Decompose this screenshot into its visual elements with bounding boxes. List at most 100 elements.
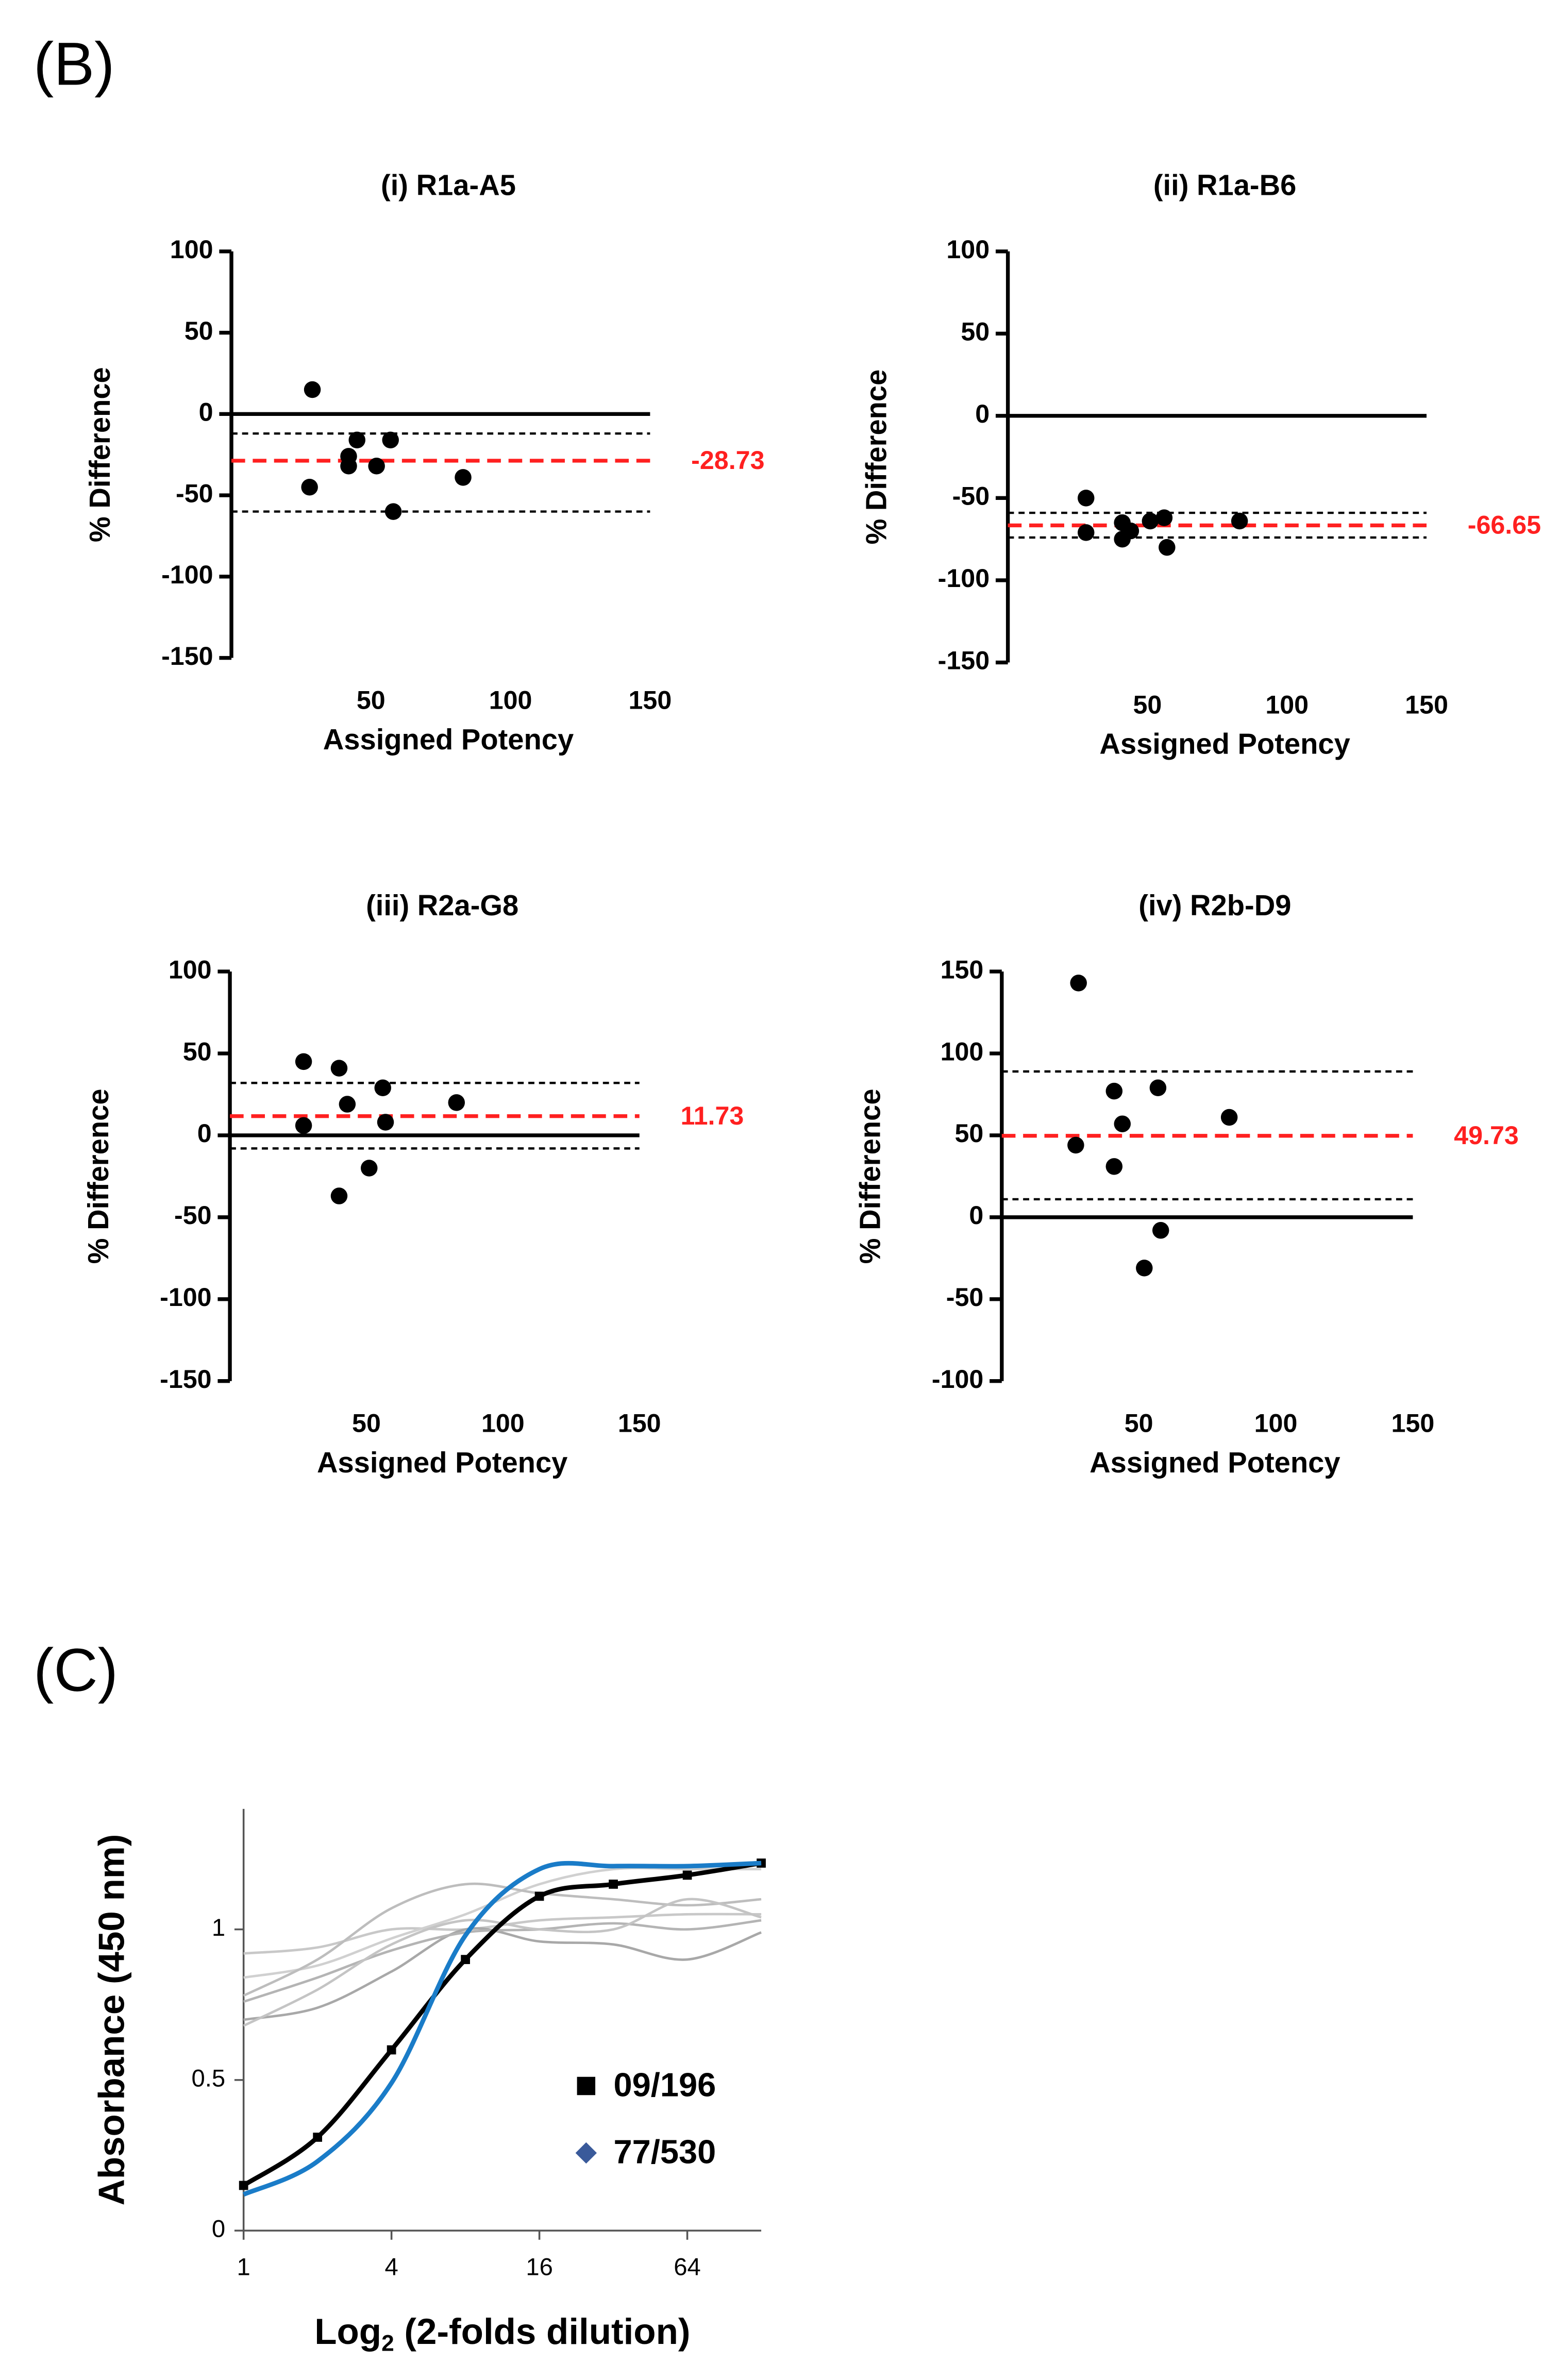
data-point xyxy=(1070,975,1087,992)
data-point xyxy=(448,1094,465,1111)
data-point xyxy=(301,479,318,496)
x-axis-label: Log2 (2-folds dilution) xyxy=(314,2311,690,2356)
data-point xyxy=(1078,490,1095,507)
y-tick-label: -50 xyxy=(174,1201,212,1230)
x-tick-label: 64 xyxy=(674,2253,701,2281)
data-point xyxy=(1067,1136,1084,1154)
y-tick-label: 50 xyxy=(961,317,990,346)
point-marker xyxy=(682,1870,692,1880)
data-point xyxy=(304,381,321,398)
x-tick-label: 150 xyxy=(629,685,672,714)
point-marker xyxy=(313,2133,323,2142)
chart-title: (iii) R2a-G8 xyxy=(366,889,518,921)
x-tick-label: 4 xyxy=(384,2253,398,2281)
data-point xyxy=(348,431,365,449)
y-tick-label: 0.5 xyxy=(192,2065,226,2092)
chart-title: (ii) R1a-B6 xyxy=(1153,169,1296,202)
y-tick-label: 0 xyxy=(197,1119,212,1148)
y-tick-label: 50 xyxy=(183,1037,212,1066)
y-tick-label: -150 xyxy=(161,642,213,671)
series-line xyxy=(243,1919,762,2003)
legend-label: 77/530 xyxy=(614,2133,716,2171)
data-point xyxy=(1122,522,1139,540)
point-marker xyxy=(534,1891,544,1901)
y-axis-label: Absorbance (450 nm) xyxy=(91,1834,132,2206)
series-line xyxy=(242,1861,762,2188)
data-point xyxy=(455,469,472,486)
y-tick-label: -50 xyxy=(176,479,213,508)
data-point xyxy=(330,1187,348,1204)
legend-label: 09/196 xyxy=(614,2066,716,2104)
mean-label: 49.73 xyxy=(1454,1121,1519,1150)
data-point xyxy=(1105,1158,1123,1175)
data-point xyxy=(330,1060,348,1077)
x-tick-label: 100 xyxy=(481,1409,525,1438)
y-tick-label: 1 xyxy=(212,1914,225,1941)
chart-title: (i) R1a-A5 xyxy=(381,169,516,202)
point-marker xyxy=(461,1955,470,1964)
y-tick-label: 0 xyxy=(969,1201,983,1230)
data-point xyxy=(340,458,357,475)
y-tick-label: 150 xyxy=(941,955,984,984)
data-point xyxy=(1078,524,1095,541)
y-tick-label: -100 xyxy=(932,1365,983,1394)
data-point xyxy=(368,458,385,475)
data-point xyxy=(384,503,402,520)
y-axis-label: % Difference xyxy=(83,367,116,542)
series-line xyxy=(243,1913,762,1955)
series-line xyxy=(243,1882,762,1997)
y-tick-label: 100 xyxy=(170,235,213,264)
point-marker xyxy=(387,2045,396,2055)
data-point xyxy=(1149,1079,1167,1097)
chart-title: (iv) R2b-D9 xyxy=(1138,889,1291,921)
y-tick-label: -100 xyxy=(161,560,213,589)
data-point xyxy=(339,1096,356,1113)
mean-label: -66.65 xyxy=(1468,511,1541,540)
x-tick-label: 50 xyxy=(352,1409,381,1438)
y-tick-label: -50 xyxy=(952,482,990,511)
series-line xyxy=(242,1861,762,2197)
data-point xyxy=(374,1079,391,1097)
x-axis-label: Assigned Potency xyxy=(1089,1446,1340,1479)
x-axis-label-sub: 2 xyxy=(381,2331,394,2356)
x-tick-label: 100 xyxy=(1265,690,1309,719)
x-tick-label: 100 xyxy=(1254,1409,1298,1438)
data-point xyxy=(1155,509,1173,526)
x-tick-label: 50 xyxy=(1125,1409,1153,1438)
y-tick-label: -100 xyxy=(160,1283,211,1312)
x-tick-label: 100 xyxy=(489,685,532,714)
y-tick-label: 100 xyxy=(169,955,212,984)
data-point xyxy=(1114,1115,1131,1132)
x-tick-label: 1 xyxy=(237,2253,250,2281)
x-tick-label: 50 xyxy=(357,685,385,714)
data-point xyxy=(377,1114,394,1131)
x-tick-label: 150 xyxy=(618,1409,661,1438)
x-axis-label-part: (2-folds dilution) xyxy=(394,2311,691,2352)
mean-label: -28.73 xyxy=(691,446,764,475)
point-marker xyxy=(239,2181,248,2190)
y-tick-label: 0 xyxy=(975,399,990,428)
data-point xyxy=(1231,512,1248,530)
y-tick-label: 50 xyxy=(955,1119,984,1148)
y-tick-label: -150 xyxy=(160,1365,211,1394)
data-point xyxy=(1152,1222,1169,1239)
x-tick-label: 16 xyxy=(526,2253,553,2281)
y-tick-label: -150 xyxy=(938,646,990,675)
y-tick-label: 50 xyxy=(185,316,213,345)
x-tick-label: 150 xyxy=(1405,690,1448,719)
y-tick-label: -100 xyxy=(938,564,990,593)
mean-label: 11.73 xyxy=(680,1101,744,1130)
y-tick-label: 0 xyxy=(212,2216,225,2243)
series-line xyxy=(243,1927,762,2021)
y-axis-label: % Difference xyxy=(82,1088,114,1264)
y-tick-label: 0 xyxy=(199,398,213,427)
data-point xyxy=(1159,539,1176,556)
legend-marker xyxy=(577,2076,596,2096)
point-marker xyxy=(609,1880,618,1889)
data-point xyxy=(295,1053,312,1070)
y-tick-label: 100 xyxy=(946,235,990,264)
y-axis-label: % Difference xyxy=(854,1088,886,1264)
data-point xyxy=(361,1160,378,1177)
x-axis-label: Assigned Potency xyxy=(1099,728,1350,760)
y-tick-label: 100 xyxy=(941,1037,984,1066)
